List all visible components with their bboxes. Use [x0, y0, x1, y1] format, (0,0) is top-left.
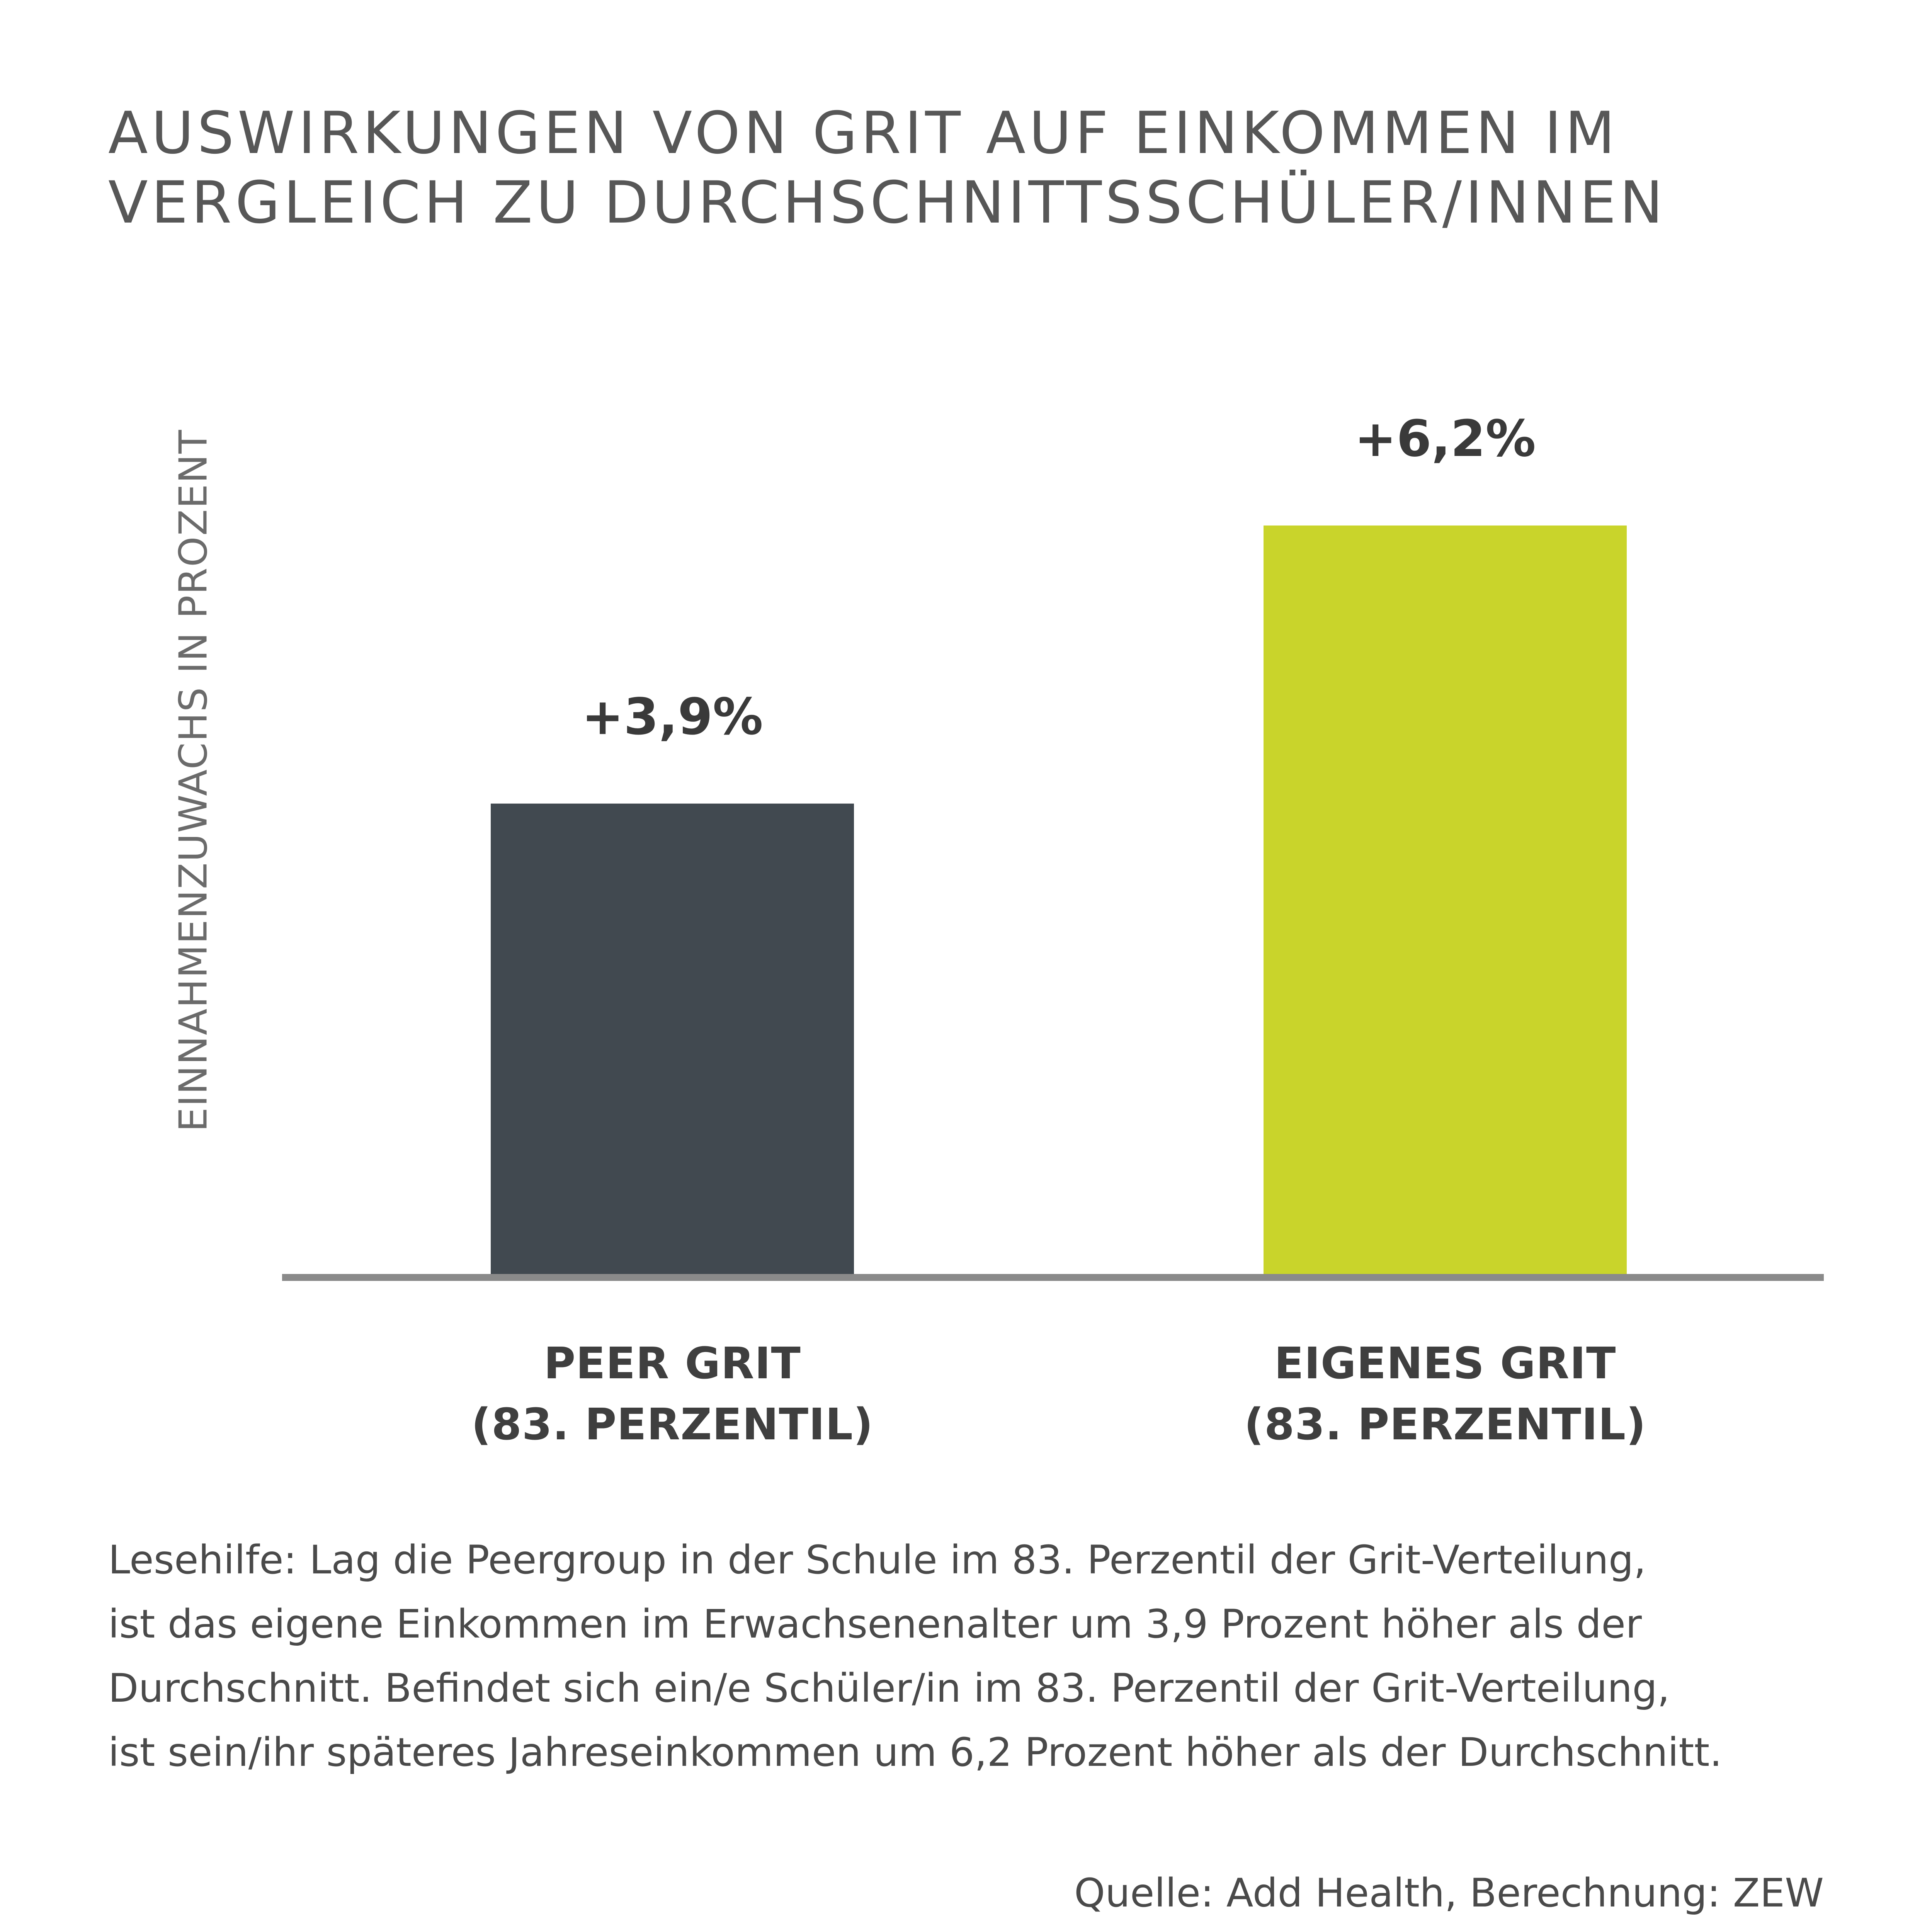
data-label-2: +6,2% [1354, 409, 1536, 468]
category-label-line: EIGENES GRIT [1274, 1338, 1616, 1389]
note-line: Lesehilfe: Lag die Peergroup in der Schu… [108, 1537, 1646, 1583]
note-line: ist das eigene Einkommen im Erwachsenena… [108, 1601, 1642, 1647]
category-label-peer-grit: PEER GRIT (83. PERZENTIL) [402, 1333, 943, 1455]
chart-title: AUSWIRKUNGEN VON GRIT AUF EINKOMMEN IM V… [108, 99, 1847, 238]
chart-title-line-1: AUSWIRKUNGEN VON GRIT AUF EINKOMMEN IM [108, 100, 1619, 167]
chart-title-line-2: VERGLEICH ZU DURCHSCHNITTSSCHÜLER/INNEN [108, 169, 1667, 236]
category-label-line: PEER GRIT [544, 1338, 801, 1389]
bar-1 [491, 803, 854, 1275]
category-label-eigenes-grit: EIGENES GRIT (83. PERZENTIL) [1175, 1333, 1716, 1455]
data-label-1: +3,9% [582, 687, 763, 746]
category-label-line: (83. PERZENTIL) [471, 1400, 874, 1450]
source-note: Quelle: Add Health, Berechnung: ZEW [1074, 1870, 1824, 1916]
reading-aid-note: Lesehilfe: Lag die Peergroup in der Schu… [108, 1528, 1847, 1785]
bar-2 [1264, 526, 1627, 1275]
category-label-line: (83. PERZENTIL) [1244, 1400, 1646, 1450]
note-line: Durchschnitt. Befindet sich ein/e Schüle… [108, 1665, 1670, 1711]
note-line: ist sein/ihr späteres Jahreseinkommen um… [108, 1730, 1722, 1776]
